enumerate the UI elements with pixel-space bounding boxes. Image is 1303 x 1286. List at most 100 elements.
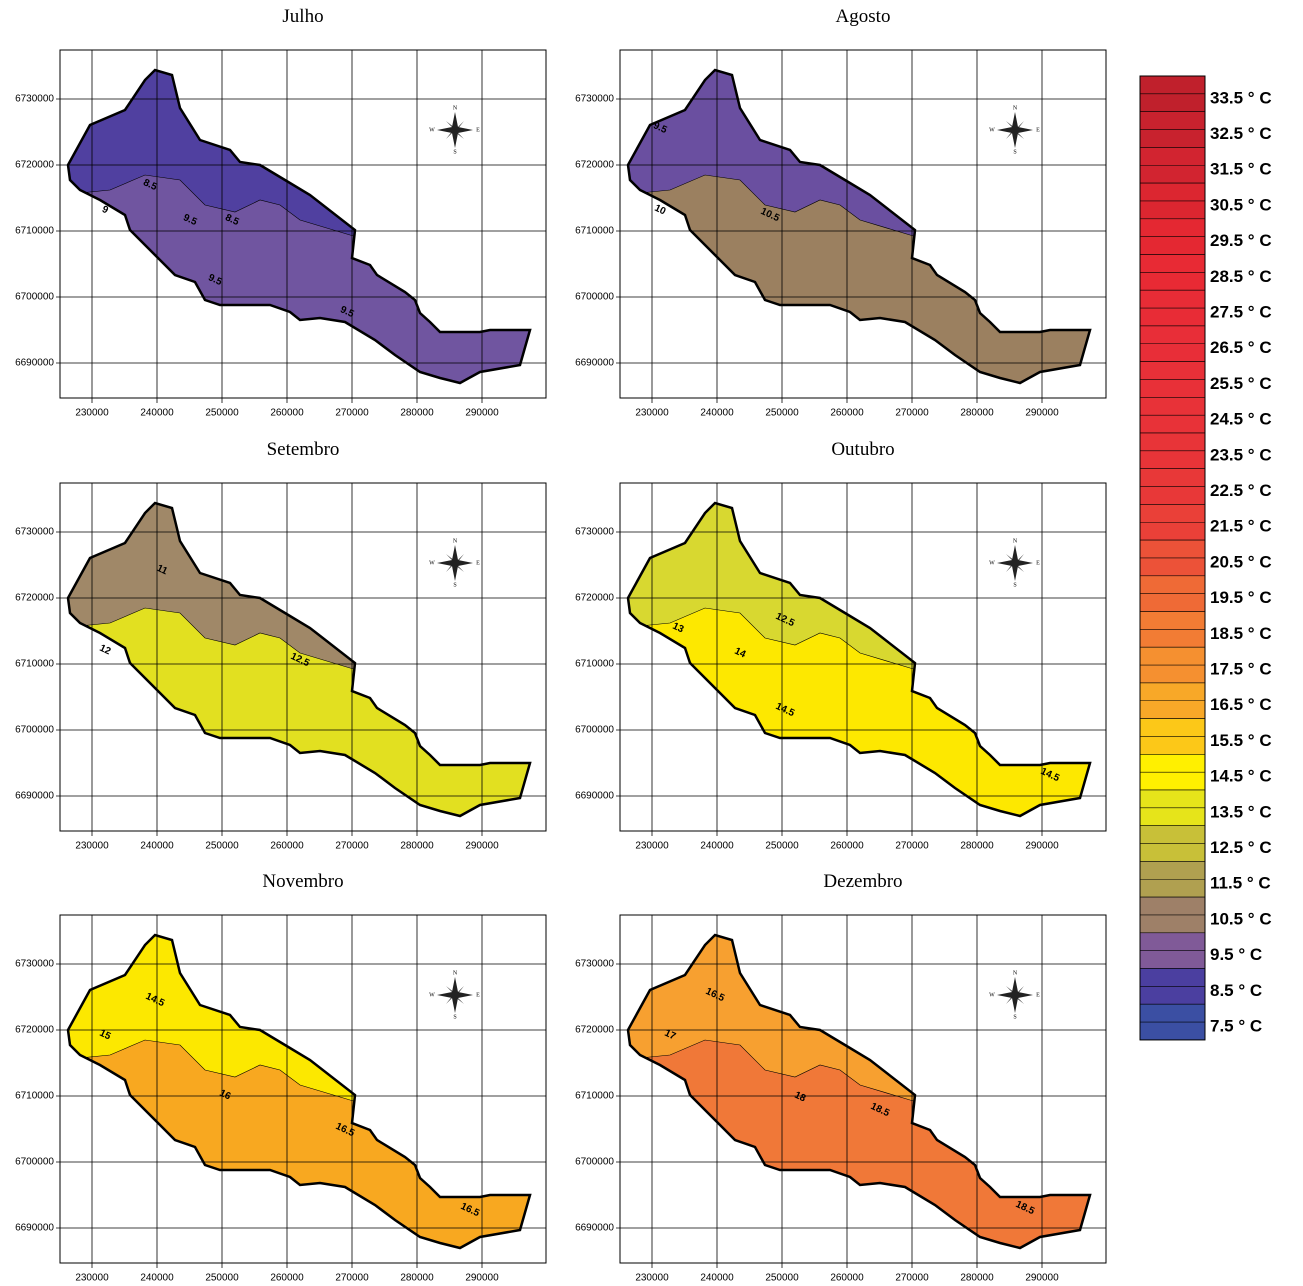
- y-tick-label: 6720000: [15, 1025, 54, 1036]
- y-tick-label: 6690000: [575, 791, 614, 802]
- x-tick-label: 280000: [960, 1273, 994, 1284]
- x-tick-label: 280000: [400, 841, 434, 852]
- legend: 33.5 ° C32.5 ° C31.5 ° C30.5 ° C29.5 ° C…: [1140, 76, 1272, 1040]
- panel-title: Agosto: [836, 6, 891, 27]
- x-tick-label: 260000: [270, 841, 304, 852]
- legend-label: 15.5 ° C: [1210, 731, 1272, 750]
- x-tick-label: 240000: [140, 1273, 174, 1284]
- x-tick-label: 230000: [75, 1273, 109, 1284]
- x-tick-label: 270000: [895, 841, 929, 852]
- x-tick-label: 250000: [205, 1273, 239, 1284]
- compass-n: N: [1013, 105, 1018, 111]
- x-tick-label: 270000: [335, 841, 369, 852]
- compass-s: S: [1013, 582, 1016, 588]
- y-tick-label: 6710000: [575, 1091, 614, 1102]
- y-tick-label: 6720000: [575, 593, 614, 604]
- y-tick-label: 6690000: [575, 1223, 614, 1234]
- x-tick-label: 250000: [765, 1273, 799, 1284]
- y-tick-label: 6720000: [575, 160, 614, 171]
- legend-label: 14.5 ° C: [1210, 767, 1272, 786]
- compass-s: S: [1013, 149, 1016, 155]
- panel-title: Dezembro: [823, 871, 902, 892]
- legend-label: 22.5 ° C: [1210, 481, 1272, 500]
- y-tick-label: 6690000: [15, 1223, 54, 1234]
- y-tick-label: 6730000: [575, 94, 614, 105]
- x-tick-label: 230000: [635, 408, 669, 419]
- compass-w: W: [429, 560, 435, 566]
- y-tick-label: 6690000: [15, 358, 54, 369]
- legend-label: 17.5 ° C: [1210, 660, 1272, 679]
- y-tick-label: 6710000: [575, 659, 614, 670]
- compass-e: E: [1036, 127, 1040, 133]
- x-tick-label: 250000: [205, 408, 239, 419]
- legend-label: 24.5 ° C: [1210, 410, 1272, 429]
- y-tick-label: 6710000: [15, 1091, 54, 1102]
- compass-w: W: [989, 127, 995, 133]
- y-tick-label: 6690000: [575, 358, 614, 369]
- legend-label: 9.5 ° C: [1210, 945, 1262, 964]
- x-tick-label: 240000: [700, 408, 734, 419]
- legend-label: 31.5 ° C: [1210, 160, 1272, 179]
- legend-label: 21.5 ° C: [1210, 517, 1272, 536]
- legend-label: 33.5 ° C: [1210, 88, 1272, 107]
- x-tick-label: 230000: [635, 1273, 669, 1284]
- y-tick-label: 6730000: [15, 94, 54, 105]
- compass-w: W: [429, 992, 435, 998]
- x-tick-label: 270000: [895, 1273, 929, 1284]
- legend-label: 25.5 ° C: [1210, 374, 1272, 393]
- y-tick-label: 6700000: [575, 1157, 614, 1168]
- y-tick-label: 6700000: [15, 1157, 54, 1168]
- compass-n: N: [453, 538, 458, 544]
- x-tick-label: 270000: [335, 408, 369, 419]
- compass-n: N: [453, 970, 458, 976]
- y-tick-label: 6730000: [575, 959, 614, 970]
- legend-label: 19.5 ° C: [1210, 588, 1272, 607]
- legend-label: 28.5 ° C: [1210, 267, 1272, 286]
- x-tick-label: 280000: [960, 408, 994, 419]
- y-tick-label: 6710000: [575, 226, 614, 237]
- x-tick-label: 230000: [75, 408, 109, 419]
- legend-label: 18.5 ° C: [1210, 624, 1272, 643]
- x-tick-label: 230000: [75, 841, 109, 852]
- legend-label: 7.5 ° C: [1210, 1017, 1262, 1036]
- x-tick-label: 290000: [1025, 408, 1059, 419]
- panel-title: Setembro: [267, 439, 340, 460]
- y-tick-label: 6700000: [575, 292, 614, 303]
- legend-label: 8.5 ° C: [1210, 981, 1262, 1000]
- y-tick-label: 6710000: [15, 226, 54, 237]
- y-tick-label: 6730000: [15, 527, 54, 538]
- legend-label: 29.5 ° C: [1210, 231, 1272, 250]
- x-tick-label: 270000: [895, 408, 929, 419]
- compass-e: E: [476, 992, 480, 998]
- legend-label: 12.5 ° C: [1210, 838, 1272, 857]
- x-tick-label: 260000: [270, 1273, 304, 1284]
- y-tick-label: 6730000: [575, 527, 614, 538]
- x-tick-label: 260000: [830, 1273, 864, 1284]
- legend-label: 11.5 ° C: [1210, 874, 1271, 893]
- x-tick-label: 250000: [205, 841, 239, 852]
- compass-n: N: [1013, 538, 1018, 544]
- x-tick-label: 290000: [465, 1273, 499, 1284]
- compass-w: W: [989, 992, 995, 998]
- compass-s: S: [453, 1014, 456, 1020]
- x-tick-label: 260000: [830, 408, 864, 419]
- x-tick-label: 290000: [1025, 1273, 1059, 1284]
- legend-label: 10.5 ° C: [1210, 909, 1272, 928]
- legend-label: 23.5 ° C: [1210, 445, 1272, 464]
- compass-e: E: [1036, 560, 1040, 566]
- x-tick-label: 240000: [140, 408, 174, 419]
- compass-e: E: [476, 560, 480, 566]
- y-tick-label: 6730000: [15, 959, 54, 970]
- x-tick-label: 230000: [635, 841, 669, 852]
- panel-title: Julho: [282, 6, 323, 27]
- x-tick-label: 260000: [270, 408, 304, 419]
- figure: Julho 230000 240000 250000 260000 270000 28000…: [0, 0, 1303, 1286]
- compass-s: S: [453, 582, 456, 588]
- y-tick-label: 6700000: [15, 292, 54, 303]
- compass-e: E: [476, 127, 480, 133]
- compass-e: E: [1036, 992, 1040, 998]
